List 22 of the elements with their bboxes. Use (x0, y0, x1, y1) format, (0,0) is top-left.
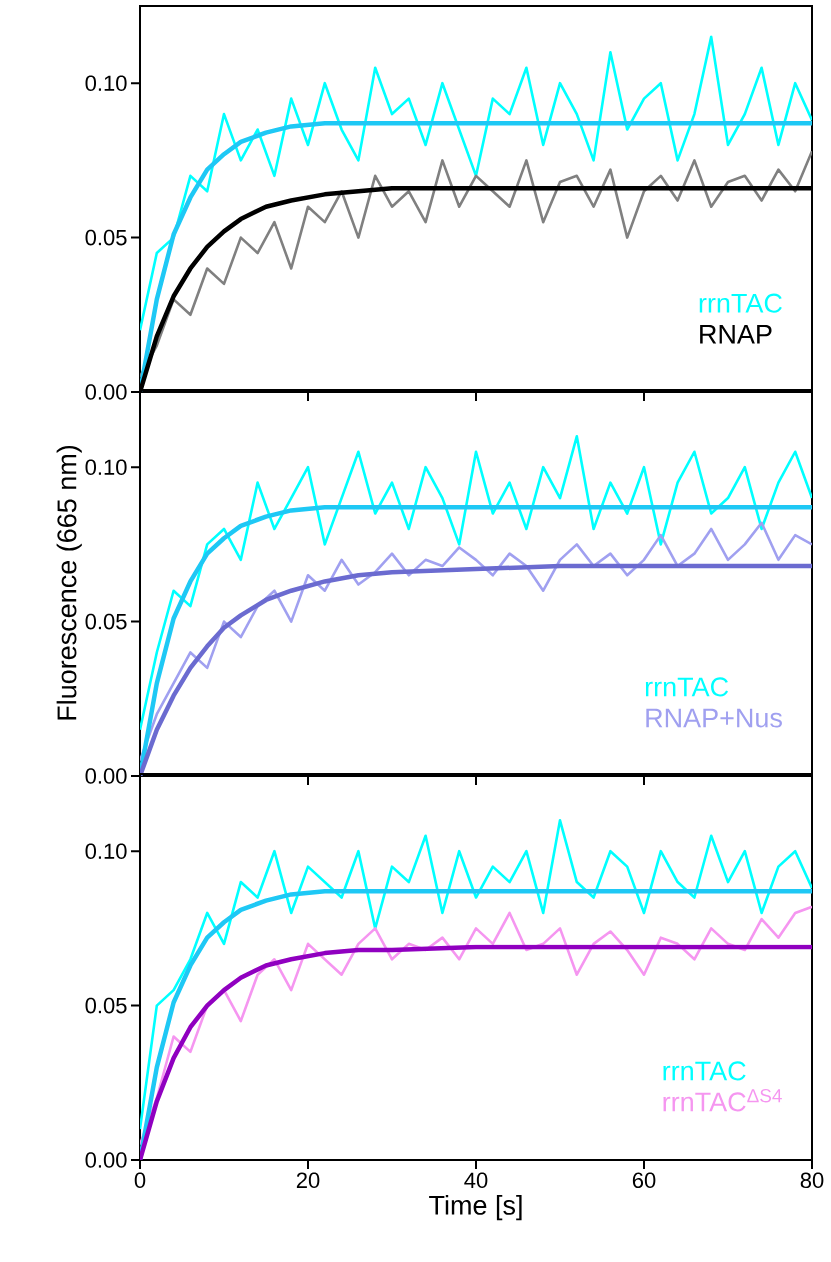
x-tick-label: 0 (134, 1172, 146, 1189)
y-tick-label: 0.05 (85, 613, 127, 630)
y-tick-label: 0.10 (85, 459, 127, 475)
x-tick-label: 40 (464, 1172, 488, 1189)
y-tick-label: 0.00 (85, 768, 127, 784)
x-tick-label: 80 (800, 1172, 824, 1189)
text: RNAP (700, 324, 772, 344)
x-tick-label: 60 (632, 1172, 656, 1189)
text: rrnTAC$^{ΔS4}$ (663, 1089, 782, 1112)
y-tick-label: 0.10 (85, 843, 127, 859)
y-tick-label: 0.00 (85, 1152, 127, 1168)
y-tick-label: 0.00 (85, 384, 127, 400)
text: rrnTAC (645, 677, 729, 697)
text: rrnTAC (699, 293, 782, 313)
x-axis-title: Time [s] (429, 1194, 522, 1221)
y-tick-label: 0.05 (85, 997, 127, 1014)
text: rrnTAC (663, 1061, 746, 1081)
y-axis-title: Fluorescence (665 nm) (56, 445, 82, 720)
y-tick-label: 0.05 (85, 229, 127, 246)
y-tick-label: 0.10 (85, 75, 127, 91)
text: RNAP+Nus (646, 708, 782, 728)
x-tick-label: 20 (296, 1172, 320, 1189)
